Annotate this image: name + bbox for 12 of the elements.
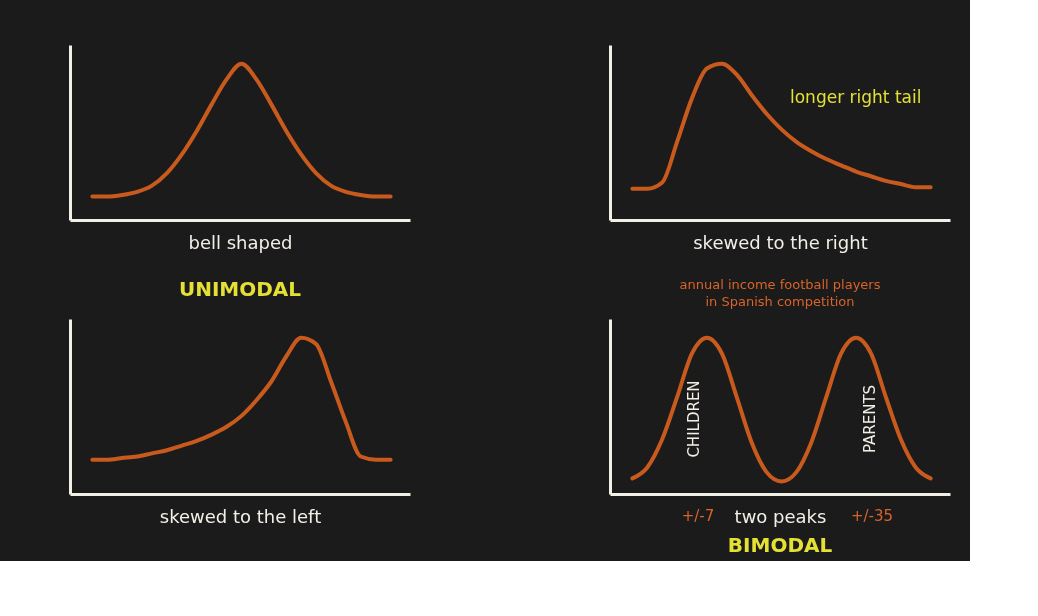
x-axis-title: skewed to the left — [159, 505, 322, 527]
text: +/-35 — [850, 507, 894, 525]
annotation: PARENTS — [861, 384, 879, 454]
x-axis-title: skewed to the right — [693, 231, 868, 253]
text: UNIMODAL — [178, 277, 302, 301]
text: annual income football players in Spanish competition — [679, 277, 881, 309]
text: +/-7 — [681, 507, 715, 525]
x-axis-title: two peaks — [734, 505, 827, 527]
annotation: CHILDREN — [685, 380, 703, 458]
x-axis-title: bell shaped — [188, 231, 293, 253]
text: BIMODAL — [727, 533, 833, 557]
annotation: longer right tail — [790, 87, 922, 107]
